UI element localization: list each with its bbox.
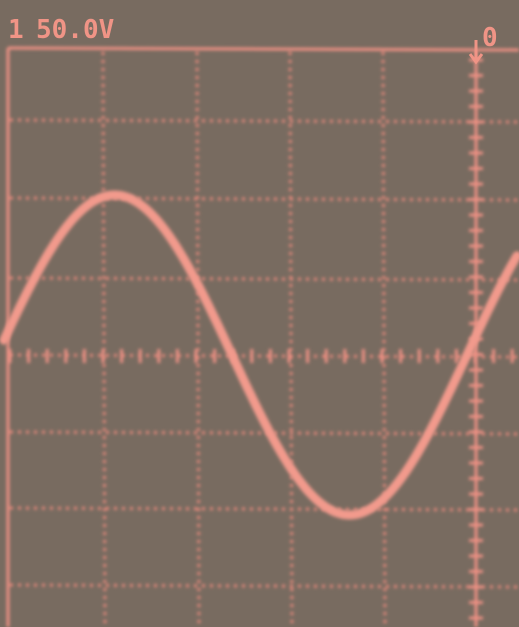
graticule bbox=[6, 46, 519, 627]
scale-label: 50.0V bbox=[36, 15, 114, 45]
center-axis bbox=[9, 353, 519, 359]
trigger-marker: 0 bbox=[482, 23, 498, 53]
grid-line bbox=[9, 506, 519, 512]
grid-line bbox=[9, 276, 519, 282]
grid-line bbox=[9, 430, 519, 436]
trigger-arrow bbox=[468, 40, 484, 65]
grid-line bbox=[9, 196, 519, 202]
grid-line bbox=[9, 583, 519, 589]
sine-trace bbox=[0, 190, 519, 520]
grid-line bbox=[9, 118, 519, 124]
top-border bbox=[7, 46, 519, 52]
channel-label: 1 bbox=[8, 15, 24, 45]
